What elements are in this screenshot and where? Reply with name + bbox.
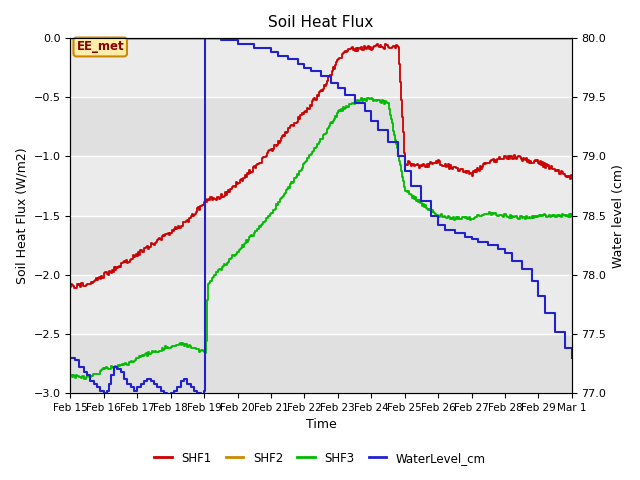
- Title: Soil Heat Flux: Soil Heat Flux: [268, 15, 374, 30]
- Bar: [70, 156, 572, 216]
- Text: EE_met: EE_met: [76, 40, 124, 53]
- Y-axis label: Water level (cm): Water level (cm): [612, 164, 625, 267]
- X-axis label: Time: Time: [306, 419, 337, 432]
- Bar: [70, 216, 572, 275]
- Bar: [70, 97, 572, 156]
- Bar: [70, 275, 572, 334]
- Bar: [70, 334, 572, 393]
- Legend: SHF1, SHF2, SHF3, WaterLevel_cm: SHF1, SHF2, SHF3, WaterLevel_cm: [149, 447, 491, 469]
- Bar: [70, 38, 572, 97]
- Y-axis label: Soil Heat Flux (W/m2): Soil Heat Flux (W/m2): [15, 147, 28, 284]
